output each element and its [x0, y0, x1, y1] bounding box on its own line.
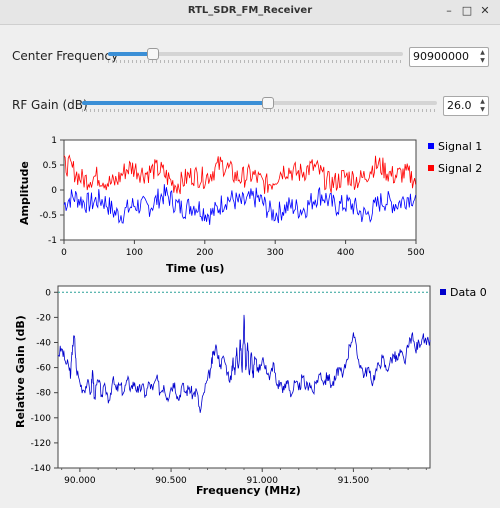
slider-ticks: [82, 109, 437, 112]
center-frequency-label: Center Frequency: [12, 49, 119, 63]
maximize-icon[interactable]: □: [461, 4, 473, 17]
x-axis-label: Time (us): [166, 262, 224, 275]
x-tick-label: 90.000: [64, 476, 96, 486]
x-tick-label: 500: [407, 248, 424, 258]
series-line-signal-2: [63, 154, 416, 195]
close-icon[interactable]: ✕: [480, 4, 490, 17]
y-axis-label: Relative Gain (dB): [14, 315, 27, 428]
legend-swatch-signal-2: [428, 165, 434, 171]
y-tick-label: -140: [31, 464, 52, 474]
y-tick-label: 1: [51, 136, 57, 146]
center-frequency-value[interactable]: 90900000: [413, 50, 469, 63]
frequency-domain-plot: 90.000 90.500 91.000 91.500 0 -20 -40 -60 -80 -10…: [14, 285, 487, 497]
slider-handle[interactable]: [261, 97, 274, 109]
spin-arrows-icon[interactable]: ▲ ▼: [480, 49, 485, 64]
y-axis-label: Amplitude: [18, 161, 31, 225]
center-frequency-spinbox[interactable]: 90900000 ▲ ▼: [409, 47, 489, 67]
legend-label-signal-2: Signal 2: [438, 162, 482, 175]
x-tick-label: 91.500: [338, 476, 370, 486]
y-tick-label: -40: [36, 338, 51, 348]
y-tick-label: -0.5: [39, 211, 57, 221]
rf-gain-slider[interactable]: [82, 95, 437, 112]
y-tick-label: 0.5: [43, 161, 57, 171]
legend-swatch-data-0: [440, 289, 446, 295]
rf-gain-label: RF Gain (dB): [12, 98, 88, 112]
x-axis-label: Frequency (MHz): [196, 484, 301, 497]
series-line-data-0: [57, 314, 431, 413]
y-tick-label: 0: [51, 186, 57, 196]
x-tick-label: 200: [196, 248, 213, 258]
y-tick-label: -100: [31, 414, 52, 424]
center-frequency-slider[interactable]: [108, 46, 403, 63]
minimize-icon[interactable]: –: [446, 4, 452, 17]
rf-gain-spinbox[interactable]: 26.0 ▲ ▼: [443, 96, 489, 116]
slider-track: [108, 52, 403, 56]
y-tick-label: -80: [36, 389, 51, 399]
legend-label-data-0: Data 0: [450, 286, 487, 299]
plot-area: [63, 139, 417, 241]
series-line-signal-1: [63, 184, 416, 225]
y-tick-label: -120: [31, 439, 52, 449]
time-domain-plot: 0 100 200 300 400 500 -1 -0.5 0 0.5 1 Time (us) Am…: [18, 136, 482, 275]
x-tick-label: 90.500: [155, 476, 187, 486]
x-tick-label: 400: [337, 248, 354, 258]
window-title: RTL_SDR_FM_Receiver: [187, 5, 313, 16]
legend-label-signal-1: Signal 1: [438, 140, 482, 153]
x-tick-label: 100: [126, 248, 143, 258]
x-tick-label: 0: [61, 248, 67, 258]
slider-fill: [82, 101, 267, 105]
x-tick-label: 91.000: [246, 476, 278, 486]
slider-ticks: [108, 60, 403, 63]
spin-arrows-icon[interactable]: ▲ ▼: [480, 98, 485, 113]
rf-gain-value[interactable]: 26.0: [447, 99, 472, 112]
y-tick-label: -60: [36, 364, 51, 374]
slider-fill: [108, 52, 153, 56]
legend-swatch-signal-1: [428, 143, 434, 149]
slider-handle[interactable]: [147, 48, 160, 60]
x-tick-label: 300: [267, 248, 284, 258]
y-tick-label: -1: [48, 236, 57, 246]
window-titlebar: RTL_SDR_FM_Receiver – □ ✕: [0, 0, 500, 25]
y-tick-label: -20: [36, 313, 51, 323]
y-tick-label: 0: [45, 288, 51, 298]
